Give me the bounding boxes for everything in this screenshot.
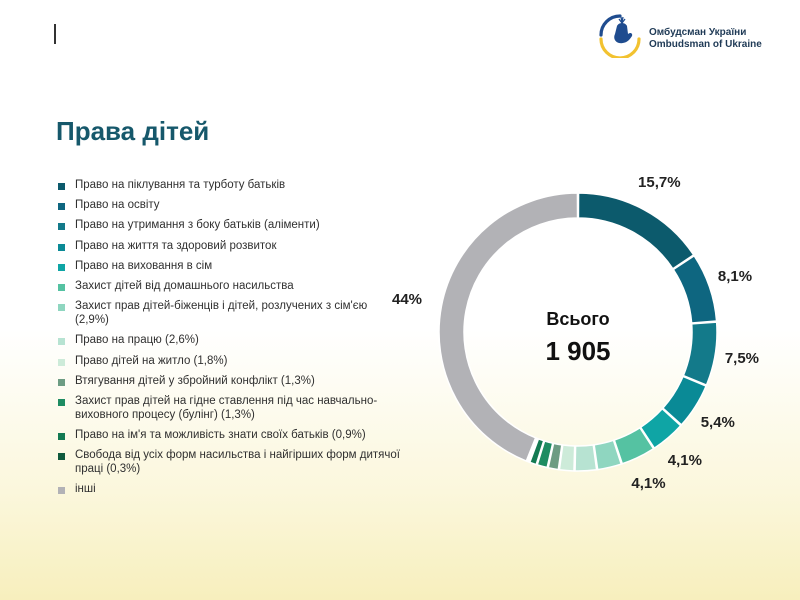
legend-item: Право на виховання в сім [58, 259, 403, 273]
legend-label: Право на ім'я та можливість знати своїх … [75, 429, 366, 442]
legend-swatch [58, 338, 65, 346]
donut-slice [558, 444, 576, 472]
brand-name-en: Ombudsman of Ukraine [649, 39, 762, 50]
legend-item: Право на утримання з боку батьків (аліме… [58, 218, 403, 232]
legend-label: Втягування дітей у збройний конфлікт (1,… [75, 374, 315, 387]
donut-slice [593, 439, 623, 471]
legend-item: Захист дітей від домашнього насильства [58, 279, 403, 293]
legend-swatch [58, 263, 65, 271]
donut-slice [577, 192, 695, 270]
legend-item: Право на ім'я та можливість знати своїх … [58, 428, 403, 442]
legend-item: Право на працю (2,6%) [58, 333, 403, 347]
donut-slice [661, 375, 708, 426]
legend-swatch [58, 487, 65, 495]
data-label: 5,4% [700, 413, 735, 431]
donut-slice [438, 192, 579, 463]
data-label: 15,7% [638, 174, 681, 192]
legend-swatch [58, 223, 65, 231]
chart-center-title: Всього [546, 309, 610, 329]
legend-swatch [58, 183, 65, 190]
chart-center-total: 1 905 [545, 336, 611, 366]
data-label: 7,5% [724, 349, 760, 367]
legend-item: Втягування дітей у збройний конфлікт (1,… [58, 374, 403, 388]
legend-swatch [58, 433, 65, 441]
legend-label: Захист прав дітей-біженців і дітей, розл… [75, 300, 368, 327]
legend-item: Право на піклування та турботу батьків [58, 178, 403, 192]
legend-item: Право на освіту [58, 198, 403, 212]
donut-slice [672, 254, 718, 324]
ombudsman-emblem-icon [599, 14, 641, 58]
legend-item: Захист прав дітей-біженців і дітей, розл… [58, 299, 403, 327]
legend-swatch [58, 203, 65, 211]
donut-slice [528, 437, 545, 466]
legend-swatch [58, 453, 65, 461]
legend-label: Право на освіту [75, 199, 160, 212]
legend-label: Право на працю (2,6%) [75, 334, 199, 347]
legend-swatch [58, 283, 65, 291]
legend-item: Захист прав дітей на гідне ставлення під… [58, 394, 403, 422]
legend-item: Свобода від усіх форм насильства і найгі… [58, 448, 403, 476]
legend-swatch [58, 243, 65, 251]
legend-label: Право на утримання з боку батьків (аліме… [75, 219, 320, 232]
page-title: Права дітей [56, 116, 210, 146]
legend-swatch [58, 358, 65, 366]
legend-label: інші [75, 483, 96, 496]
legend-label: Захист прав дітей на гідне ставлення під… [75, 394, 378, 421]
chart-legend: Право на піклування та турботу батьків Пр… [58, 178, 403, 503]
brand-name-ua: Омбудсман України [649, 27, 747, 38]
donut-slice [526, 437, 539, 463]
legend-swatch [58, 398, 65, 406]
donut-slice [613, 426, 655, 465]
legend-label: Право дітей на житло (1,8%) [75, 354, 228, 367]
donut-slice [639, 407, 682, 450]
data-label: 8,1% [717, 268, 753, 286]
donut-slice [536, 440, 554, 469]
legend-label: Право на піклування та турботу батьків [75, 179, 286, 191]
legend-item: Право дітей на житло (1,8%) [58, 354, 403, 368]
legend-label: Право на виховання в сім [75, 259, 213, 272]
data-label: 44% [391, 291, 423, 309]
legend-label: Свобода від усіх форм насильства і найгі… [75, 449, 400, 476]
donut-slice [682, 321, 718, 387]
ombudsman-logo: Омбудсман України Ombudsman of Ukraine [597, 12, 787, 58]
legend-swatch [58, 304, 65, 312]
header-divider [54, 24, 56, 44]
legend-label: Захист дітей від домашнього насильства [75, 279, 294, 292]
legend-item: інші [58, 482, 403, 496]
legend-item: Право на життя та здоровий розвиток [58, 239, 403, 253]
legend-swatch [58, 378, 65, 386]
donut-slice [547, 442, 563, 471]
data-label: 4,1% [631, 475, 666, 493]
donut-slice [574, 444, 598, 472]
legend-label: Право на життя та здоровий розвиток [75, 239, 277, 252]
data-label: 4,1% [667, 451, 702, 469]
